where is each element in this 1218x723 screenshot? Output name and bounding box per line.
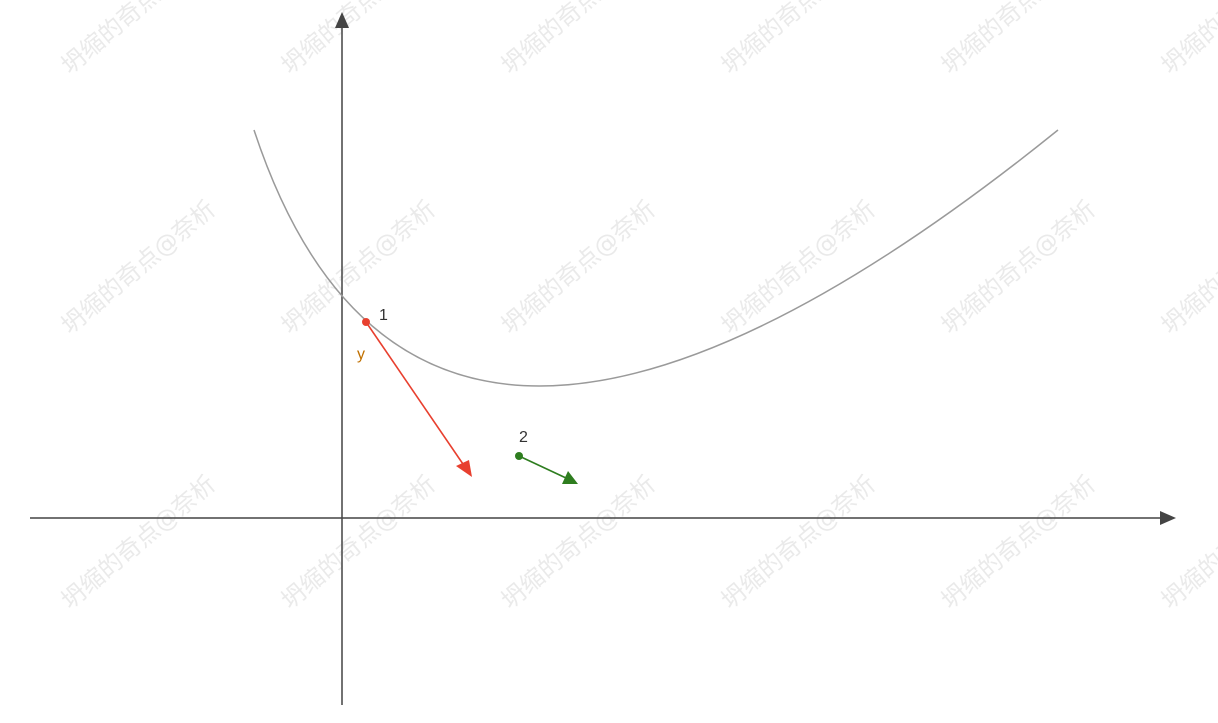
watermark-text: 坍缩的奇点@奈析 [1156,195,1218,340]
watermark-text: 坍缩的奇点@奈析 [716,0,881,80]
y-label: y [357,346,365,363]
watermark-text: 坍缩的奇点@奈析 [276,195,441,340]
watermark-text: 坍缩的奇点@奈析 [496,470,661,615]
y-axis-arrow-icon [335,12,349,28]
watermark-text: 坍缩的奇点@奈析 [936,0,1101,80]
vector-1-line [365,321,466,468]
watermark-text: 坍缩的奇点@奈析 [716,470,881,615]
watermark-layer: 坍缩的奇点@奈析 坍缩的奇点@奈析 坍缩的奇点@奈析 坍缩的奇点@奈析 坍缩的奇点@奈析… [0,0,1218,615]
watermark-text: 坍缩的奇点@奈析 [56,195,221,340]
watermark-text: 坍缩的奇点@奈析 [496,195,661,340]
watermark-text: 坍缩的奇点@奈析 [56,0,221,80]
watermark-text: 坍缩的奇点@奈析 [276,470,441,615]
vector-2-arrow-icon [562,471,578,484]
watermark-text: 坍缩的奇点@奈析 [0,195,1,340]
watermark-text: 坍缩的奇点@奈析 [0,470,1,615]
vector-2-line [518,455,567,479]
point-1-marker [362,318,370,326]
watermark-text: 坍缩的奇点@奈析 [936,195,1101,340]
point-1-label: 1 [379,307,388,324]
watermark-text: 坍缩的奇点@奈析 [1156,470,1218,615]
point-2-marker [515,452,523,460]
watermark-text: 坍缩的奇点@奈析 [1156,0,1218,80]
function-curve [253,129,1059,387]
watermark-text: 坍缩的奇点@奈析 [56,470,221,615]
vector-1-arrow-icon [456,460,472,477]
watermark-text: 坍缩的奇点@奈析 [496,0,661,80]
x-axis-arrow-icon [1160,511,1176,525]
point-2-label: 2 [519,429,528,446]
watermark-text: 坍缩的奇点@奈析 [0,0,1,80]
watermark-text: 坍缩的奇点@奈析 [276,0,441,80]
watermark-text: 坍缩的奇点@奈析 [716,195,881,340]
watermark-text: 坍缩的奇点@奈析 [936,470,1101,615]
